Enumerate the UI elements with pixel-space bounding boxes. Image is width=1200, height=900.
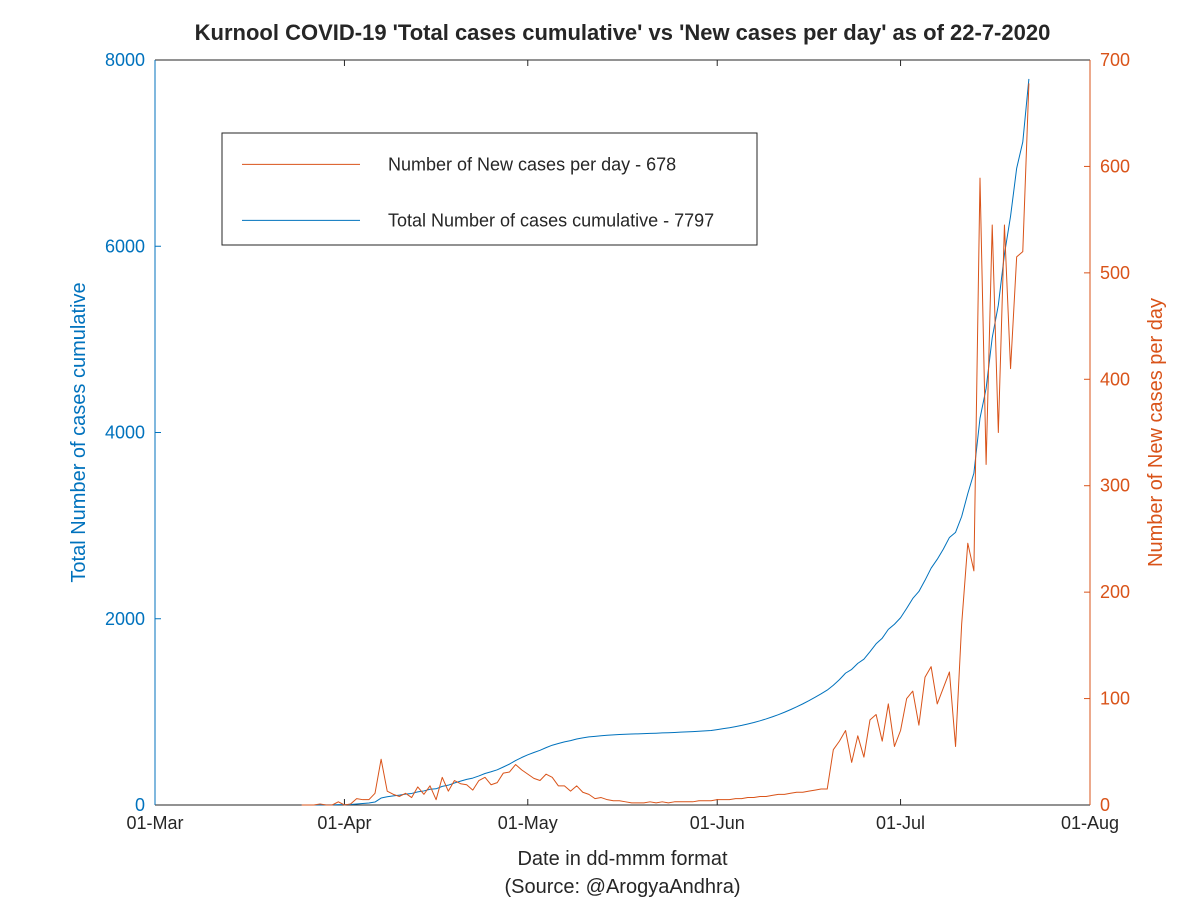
y-left-tick-label: 6000 — [105, 236, 145, 256]
y-left-tick-label: 8000 — [105, 50, 145, 70]
x-tick-label: 01-Aug — [1061, 813, 1119, 833]
y-right-tick-label: 300 — [1100, 476, 1130, 496]
y-right-tick-label: 500 — [1100, 263, 1130, 283]
chart-title: Kurnool COVID-19 'Total cases cumulative… — [195, 20, 1051, 45]
y-right-tick-label: 400 — [1100, 369, 1130, 389]
x-tick-label: 01-Jun — [690, 813, 745, 833]
x-tick-label: 01-May — [498, 813, 558, 833]
y-right-tick-label: 200 — [1100, 582, 1130, 602]
x-axis-label-line1: Date in dd-mmm format — [517, 848, 727, 870]
chart-figure: 01-Mar01-Apr01-May01-Jun01-Jul01-Aug0200… — [0, 0, 1200, 900]
legend-item-label: Total Number of cases cumulative - 7797 — [388, 210, 714, 230]
y-right-axis-label: Number of New cases per day — [1145, 298, 1167, 567]
x-tick-label: 01-Mar — [126, 813, 183, 833]
y-right-tick-label: 700 — [1100, 50, 1130, 70]
x-tick-label: 01-Jul — [876, 813, 925, 833]
y-right-tick-label: 100 — [1100, 689, 1130, 709]
y-right-tick-label: 600 — [1100, 156, 1130, 176]
y-left-tick-label: 4000 — [105, 423, 145, 443]
y-right-tick-label: 0 — [1100, 795, 1110, 815]
x-tick-label: 01-Apr — [317, 813, 371, 833]
y-left-axis-label: Total Number of cases cumulative — [68, 282, 90, 582]
legend-item-label: Number of New cases per day - 678 — [388, 154, 676, 174]
chart-svg: 01-Mar01-Apr01-May01-Jun01-Jul01-Aug0200… — [0, 0, 1200, 900]
y-left-tick-label: 2000 — [105, 609, 145, 629]
x-axis-label-line2: (Source: @ArogyaAndhra) — [505, 876, 741, 898]
y-left-tick-label: 0 — [135, 795, 145, 815]
